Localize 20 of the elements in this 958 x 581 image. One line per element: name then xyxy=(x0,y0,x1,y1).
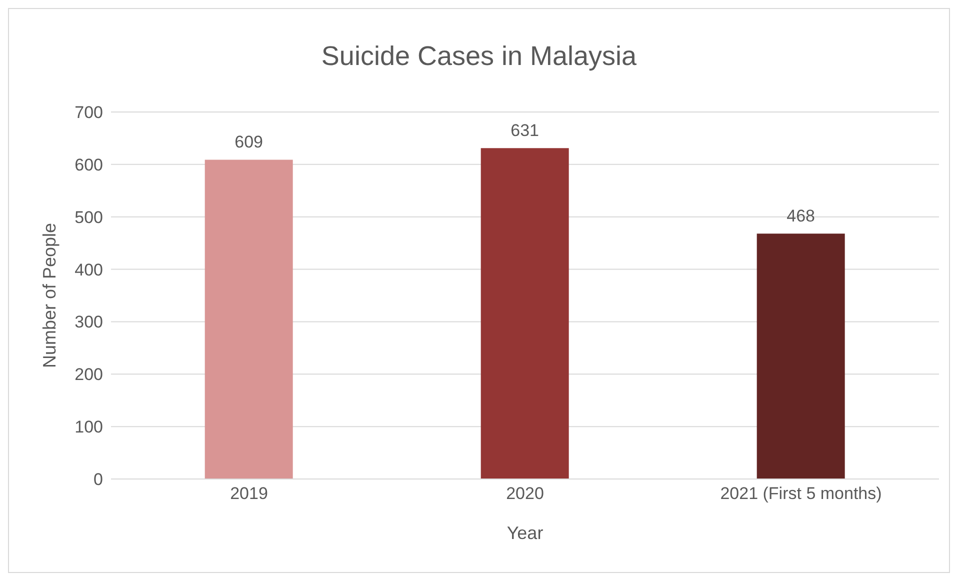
y-tick-label: 100 xyxy=(74,418,103,437)
y-tick-label: 200 xyxy=(74,365,103,384)
data-label: 609 xyxy=(234,132,264,152)
x-tick-label: 2019 xyxy=(230,484,268,504)
bar xyxy=(756,234,845,479)
y-tick-label: 500 xyxy=(74,208,103,227)
y-tick-label: 0 xyxy=(94,470,103,490)
y-tick-label: 600 xyxy=(74,155,103,174)
data-label: 468 xyxy=(786,206,816,226)
bar xyxy=(204,160,293,479)
data-label: 631 xyxy=(510,121,540,140)
x-axis-title: Year xyxy=(506,523,544,543)
x-tick-label: 2021 (First 5 months) xyxy=(720,484,882,504)
y-tick-label: 300 xyxy=(74,312,103,332)
chart-title: Suicide Cases in Malaysia xyxy=(320,41,638,72)
y-tick-label: 400 xyxy=(74,260,103,280)
x-tick-label: 2020 xyxy=(506,484,544,504)
y-tick-label: 700 xyxy=(74,103,103,122)
bar xyxy=(480,148,569,479)
y-axis-title: Number of People xyxy=(39,222,60,368)
